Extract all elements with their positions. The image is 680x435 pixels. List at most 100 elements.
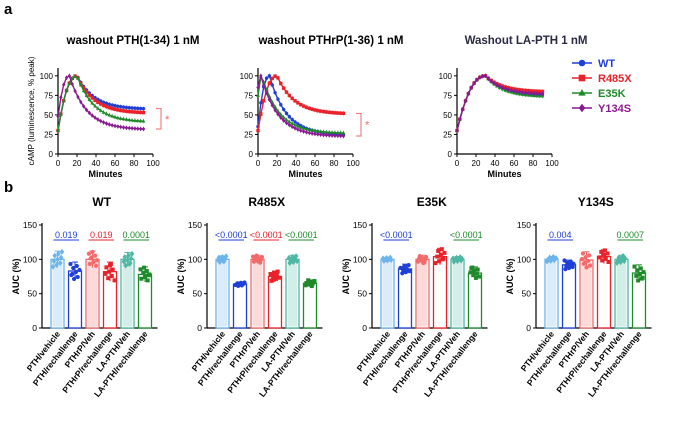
- y-tick-label: 0: [32, 323, 37, 333]
- data-point: [324, 132, 329, 138]
- data-point: [316, 132, 320, 137]
- data-point: [84, 107, 89, 113]
- data-point: [545, 256, 551, 263]
- data-point: [233, 282, 238, 288]
- bar: [596, 255, 612, 329]
- data-point: [57, 260, 63, 267]
- data-point: [113, 104, 117, 108]
- data-point: [290, 117, 294, 122]
- pvalue-label: 0.004: [549, 230, 572, 240]
- data-point: [304, 280, 309, 285]
- y-tick-label: 0: [526, 323, 531, 333]
- data-point: [130, 126, 134, 131]
- data-point: [108, 263, 112, 268]
- x-tick-label: 80: [529, 159, 538, 168]
- bar: [232, 283, 248, 329]
- data-point: [475, 77, 479, 82]
- data-point: [313, 108, 317, 112]
- data-point: [81, 86, 86, 90]
- data-point: [492, 80, 496, 86]
- series-R485X: [256, 73, 346, 133]
- data-point: [287, 119, 292, 124]
- data-point: [271, 274, 276, 279]
- data-point: [116, 124, 120, 129]
- y-tick-label: 25: [44, 130, 53, 139]
- data-point: [78, 83, 83, 87]
- data-point: [99, 99, 103, 103]
- data-point: [141, 126, 146, 132]
- data-point: [216, 254, 222, 261]
- data-point: [58, 112, 63, 116]
- y-axis-label: AUC (%): [11, 259, 21, 295]
- y-axis-label: AUC (%): [505, 259, 515, 295]
- data-point: [96, 117, 100, 122]
- x-tick-label: 20: [273, 159, 282, 168]
- data-point: [327, 110, 331, 115]
- data-point: [549, 256, 554, 263]
- data-point: [638, 266, 643, 271]
- data-point: [70, 76, 75, 80]
- data-point: [107, 269, 112, 274]
- data-point: [259, 112, 263, 116]
- legend-label: R485X: [598, 73, 632, 85]
- data-point: [301, 129, 306, 134]
- data-point: [104, 101, 109, 106]
- y-tick-label: 0: [49, 150, 54, 159]
- y-tick-label: 100: [40, 72, 54, 81]
- data-point: [632, 264, 637, 269]
- data-point: [463, 98, 468, 103]
- data-point: [124, 117, 129, 121]
- data-point: [256, 93, 260, 97]
- data-point: [335, 130, 340, 135]
- data-point: [304, 130, 309, 135]
- data-point: [475, 267, 480, 272]
- data-point: [130, 110, 134, 114]
- data-point: [122, 254, 128, 261]
- data-point: [81, 104, 86, 109]
- data-point: [138, 267, 143, 272]
- data-point: [307, 106, 311, 111]
- data-point: [583, 255, 588, 260]
- data-point: [237, 282, 242, 287]
- data-point: [433, 261, 438, 266]
- data-point: [474, 271, 479, 276]
- data-point: [290, 124, 294, 130]
- data-point: [121, 105, 126, 109]
- data-point: [288, 257, 293, 264]
- x-axis-label: Minutes: [88, 169, 122, 179]
- data-point: [606, 259, 611, 264]
- data-point: [107, 122, 111, 127]
- data-point: [115, 115, 120, 120]
- y-tick-label: 150: [517, 220, 531, 230]
- data-point: [75, 274, 80, 280]
- bar-fill: [417, 260, 428, 327]
- bar: [267, 275, 283, 329]
- data-point: [138, 110, 143, 115]
- data-point: [118, 116, 123, 120]
- series-Y134S: [455, 73, 545, 133]
- series-Y134S: [256, 73, 346, 139]
- data-point: [315, 129, 320, 133]
- data-point: [138, 118, 143, 123]
- y-tick-label: 0: [362, 323, 367, 333]
- data-point: [56, 250, 61, 257]
- chart-title: washout PTH(1-34) 1 nM: [66, 35, 200, 47]
- legend: WT R485X E35K Y134S: [572, 58, 632, 115]
- data-point: [277, 275, 282, 280]
- data-point: [98, 108, 103, 112]
- bar-fill: [581, 261, 592, 327]
- y-tick-label: 0: [448, 150, 453, 159]
- data-point: [270, 83, 274, 87]
- data-point: [440, 257, 445, 262]
- series-WT: [455, 73, 545, 133]
- data-point: [293, 126, 297, 131]
- data-point: [529, 89, 533, 93]
- data-point: [96, 100, 100, 104]
- significance-star: *: [365, 120, 370, 132]
- pvalue-label: <0.0001: [380, 230, 413, 240]
- pvalue-label: 0.019: [90, 230, 113, 240]
- data-point: [287, 122, 292, 128]
- data-point: [101, 103, 106, 108]
- bar-fill: [546, 260, 557, 327]
